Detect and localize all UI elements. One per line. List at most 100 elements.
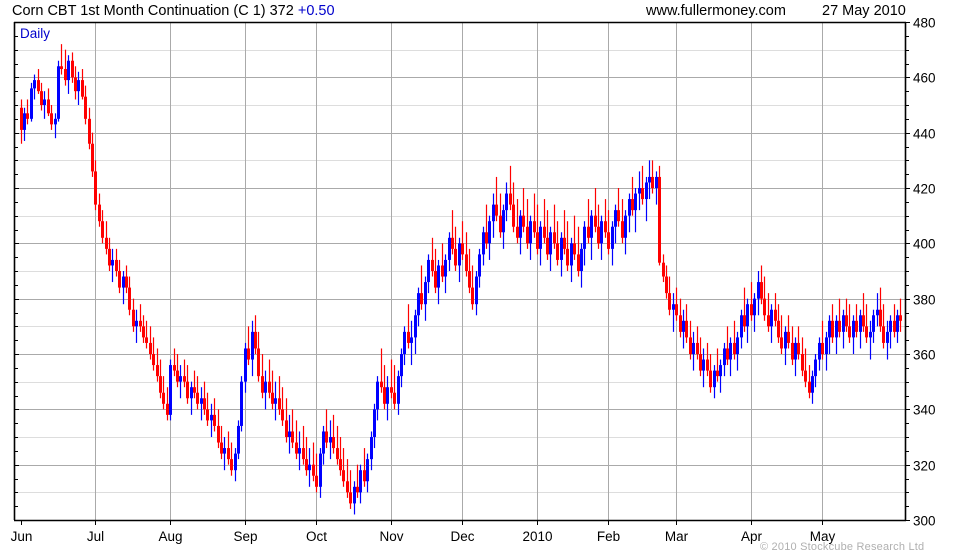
- candlestick-bar: [726, 326, 729, 366]
- candlestick-bar: [757, 271, 760, 316]
- candlestick-bar: [662, 254, 665, 283]
- candlestick-bar: [573, 215, 576, 260]
- y-axis-label: 440: [913, 127, 936, 142]
- candlestick-bar: [465, 232, 468, 277]
- candlestick-bar: [454, 226, 457, 271]
- candlestick-bar: [893, 304, 896, 338]
- candlestick-bar: [434, 248, 437, 294]
- candlestick-bar: [716, 348, 719, 382]
- candlestick-bar: [329, 420, 332, 460]
- candlestick-bar: [448, 232, 451, 271]
- candlestick-bar: [407, 304, 410, 349]
- candlestick-bar: [325, 409, 328, 449]
- candlestick-bar: [509, 165, 512, 211]
- candlestick-bar: [539, 221, 542, 266]
- candlestick-bar: [536, 204, 539, 255]
- candlestick-bar: [57, 60, 60, 122]
- candlestick-bar: [580, 243, 583, 288]
- candlestick-bar: [499, 193, 502, 238]
- candlestick-bar: [736, 331, 739, 371]
- x-axis-label: Nov: [379, 529, 403, 544]
- candlestick-bar: [546, 210, 549, 260]
- candlestick-bar: [84, 85, 87, 125]
- candlestick-bar: [818, 337, 821, 371]
- candlestick-bar: [271, 370, 274, 410]
- candlestick-bar: [94, 160, 97, 211]
- candlestick-bar: [679, 298, 682, 338]
- candlestick-bar: [746, 298, 749, 343]
- candlestick-bar: [176, 354, 179, 388]
- candlestick-bar: [594, 188, 597, 233]
- candlestick-bar: [791, 326, 794, 366]
- candlestick-bar: [383, 365, 386, 410]
- candlestick-bar: [196, 376, 199, 410]
- candlestick-bar: [529, 215, 532, 260]
- candlestick-bar: [370, 431, 373, 471]
- candlestick-bar: [142, 315, 145, 343]
- candlestick-bar: [784, 326, 787, 366]
- candlestick-bar: [420, 265, 423, 310]
- candlestick-bar: [244, 342, 247, 393]
- candlestick-bar: [43, 91, 46, 119]
- candlestick-bar: [587, 199, 590, 244]
- candlestick-bar: [478, 248, 481, 288]
- candlestick-bar: [828, 315, 831, 354]
- candlestick-bar: [682, 309, 685, 349]
- candlestick-bar: [638, 171, 641, 211]
- candlestick-bar: [217, 409, 220, 449]
- candlestick-bar: [770, 304, 773, 343]
- candlestick-bar: [617, 188, 620, 227]
- candlestick-bar: [604, 199, 607, 238]
- candlestick-bar: [740, 309, 743, 349]
- candlestick-bar: [458, 237, 461, 283]
- candlestick-bar: [441, 243, 444, 283]
- candlestick-bar: [624, 210, 627, 255]
- candlestick-bar: [33, 74, 36, 100]
- candlestick-bar: [451, 210, 454, 255]
- candlestick-bar: [403, 326, 406, 366]
- candlestick-bar: [611, 221, 614, 266]
- candlestick-bar: [101, 210, 104, 244]
- candlestick-bar: [753, 293, 756, 332]
- candlestick-bar: [566, 221, 569, 271]
- candlestick-bar: [424, 276, 427, 321]
- y-axis-label: 360: [913, 348, 936, 363]
- candlestick-bar: [777, 304, 780, 343]
- candlestick-bar: [115, 248, 118, 277]
- candlestick-bar: [156, 348, 159, 382]
- candlestick-bar: [183, 359, 186, 388]
- candlestick-bar: [118, 259, 121, 294]
- candlestick-bar: [600, 215, 603, 260]
- candlestick-bar: [251, 320, 254, 377]
- x-axis-label: Mar: [665, 529, 689, 544]
- y-axis-label: 340: [913, 403, 936, 418]
- candlestick-bar: [349, 470, 352, 509]
- candlestick-bar: [821, 320, 824, 360]
- y-axis-label: 320: [913, 459, 936, 474]
- candlestick-bar: [278, 376, 281, 415]
- y-axis-label: 460: [913, 71, 936, 86]
- candlestick-bar: [876, 293, 879, 327]
- candlestick-bar: [471, 265, 474, 310]
- candlestick-bar: [312, 442, 315, 482]
- chart-title: Corn CBT 1st Month Continuation (C 1) 37…: [12, 0, 335, 22]
- candlestick-bar: [50, 105, 53, 130]
- candlestick-bar: [549, 226, 552, 271]
- candlestick-bar: [475, 271, 478, 316]
- price-change: +0.50: [297, 3, 335, 19]
- candlestick-bar: [149, 326, 152, 360]
- candlestick-bar: [733, 320, 736, 360]
- candlestick-bar: [713, 365, 716, 399]
- candlestick-bar: [641, 165, 644, 205]
- candlestick-bar: [831, 304, 834, 343]
- candlestick-bar: [519, 210, 522, 255]
- candlestick-bar: [20, 99, 23, 144]
- candlestick-bar: [162, 376, 165, 410]
- candlestick-bar: [390, 359, 393, 399]
- candlestick-bar: [74, 66, 77, 100]
- candlestick-bar: [193, 370, 196, 399]
- candlestick-bar: [64, 49, 67, 86]
- candlestick-bar: [353, 481, 356, 515]
- candlestick-bar: [397, 370, 400, 415]
- candlestick-bar: [98, 193, 101, 227]
